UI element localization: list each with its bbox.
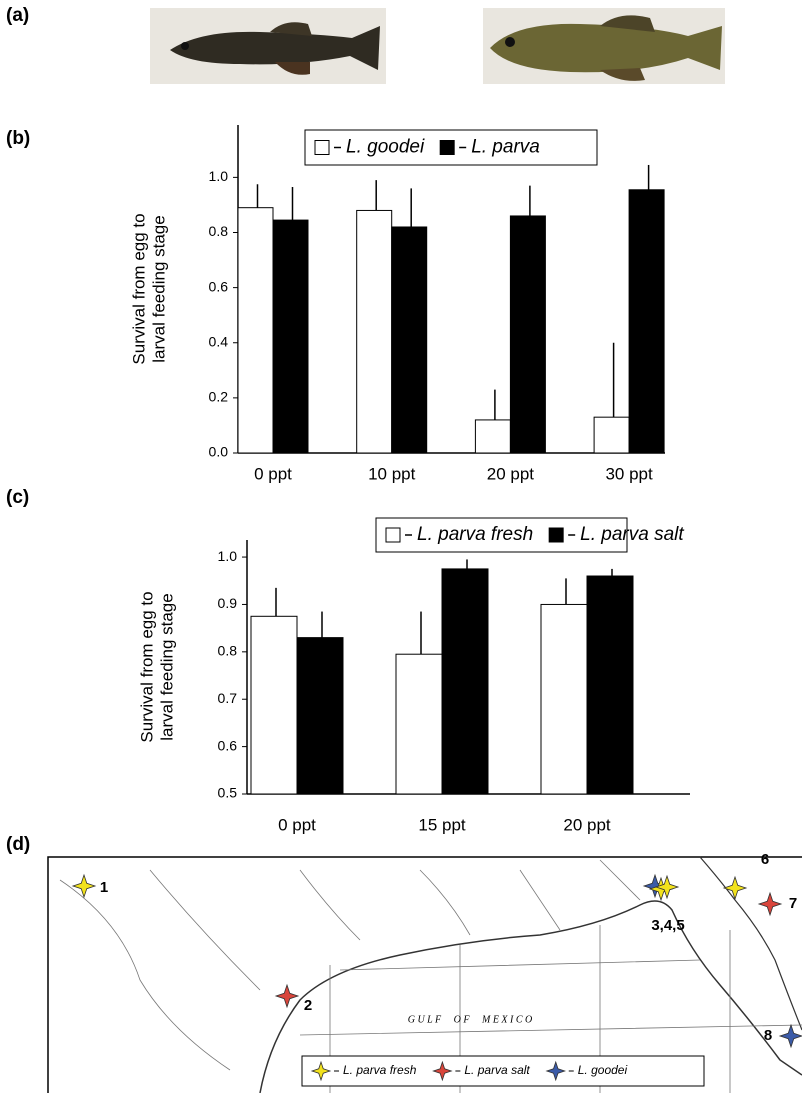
x-tick-label: 30 ppt <box>605 464 653 483</box>
legend-swatch <box>385 527 401 543</box>
bar <box>395 653 443 795</box>
site-marker <box>71 873 97 899</box>
y-tick-label: 0.8 <box>218 643 238 659</box>
sea-label: G U L F O F M E X I C O <box>408 1014 533 1025</box>
legend-swatch <box>314 140 330 155</box>
legend-label: L. parva salt <box>464 1063 530 1077</box>
panel-label: (b) <box>6 128 30 149</box>
x-tick-label: 20 ppt <box>563 815 611 834</box>
y-axis-label: Survival from egg to <box>137 591 156 742</box>
y-tick-label: 0.5 <box>218 785 238 801</box>
photo <box>483 8 725 84</box>
x-tick-label: 0 ppt <box>254 464 292 483</box>
bar <box>509 215 546 454</box>
site-marker <box>757 891 783 917</box>
x-tick-label: 10 ppt <box>368 464 416 483</box>
y-tick-label: 0.2 <box>209 389 229 405</box>
site-label: 1 <box>100 879 108 896</box>
site-marker <box>545 1060 567 1082</box>
bar <box>356 209 393 454</box>
y-tick-label: 0.4 <box>209 333 229 349</box>
y-tick-label: 1.0 <box>209 168 229 184</box>
legend-swatch <box>439 140 455 155</box>
y-axis-label: larval feeding stage <box>149 215 168 362</box>
site-label: 3,4,5 <box>651 917 684 934</box>
legend-label: L. parva fresh <box>343 1063 417 1077</box>
y-tick-label: 1.0 <box>218 548 238 564</box>
y-tick-label: 0.0 <box>209 444 229 460</box>
map: G U L F O F M E X I C O <box>47 856 802 1093</box>
bar <box>628 189 665 454</box>
bar <box>540 603 588 795</box>
bar <box>250 615 298 795</box>
y-tick-label: 0.6 <box>218 737 238 753</box>
site-marker <box>310 1060 332 1082</box>
site-marker <box>722 875 748 901</box>
panel-label: (c) <box>6 487 29 508</box>
legend-label: L. parva fresh <box>417 524 533 545</box>
legend-box <box>375 517 628 553</box>
photo <box>150 8 386 84</box>
bar <box>391 226 428 454</box>
y-tick-label: 0.6 <box>209 278 229 294</box>
site-label: 2 <box>304 997 312 1014</box>
site-marker <box>654 874 680 900</box>
y-tick-label: 0.7 <box>218 690 238 706</box>
bar <box>441 568 489 795</box>
site-label: 6 <box>761 851 769 868</box>
x-tick-label: 0 ppt <box>278 815 316 834</box>
legend-swatch <box>548 527 564 543</box>
x-tick-label: 20 ppt <box>487 464 535 483</box>
site-label: 7 <box>789 895 797 912</box>
legend-label: L. goodei <box>578 1063 628 1077</box>
bar <box>272 219 309 454</box>
panel-label: (a) <box>6 5 29 26</box>
y-axis-label: larval feeding stage <box>157 593 176 740</box>
y-tick-label: 0.8 <box>209 223 229 239</box>
legend-label: L. parva salt <box>580 524 684 545</box>
bar <box>586 575 634 795</box>
bar <box>237 207 274 454</box>
legend-label: L. parva <box>471 137 540 158</box>
site-label: 8 <box>764 1027 772 1044</box>
site-marker <box>274 983 300 1009</box>
y-tick-label: 0.9 <box>218 595 238 611</box>
legend-label: L. goodei <box>346 137 425 158</box>
bar <box>474 419 511 454</box>
y-axis-label: Survival from egg to <box>129 213 148 364</box>
site-marker <box>432 1060 453 1082</box>
site-marker <box>778 1023 802 1049</box>
x-tick-label: 15 ppt <box>418 815 466 834</box>
bar <box>593 416 630 454</box>
panel-label: (d) <box>6 834 30 855</box>
bar <box>296 637 344 795</box>
